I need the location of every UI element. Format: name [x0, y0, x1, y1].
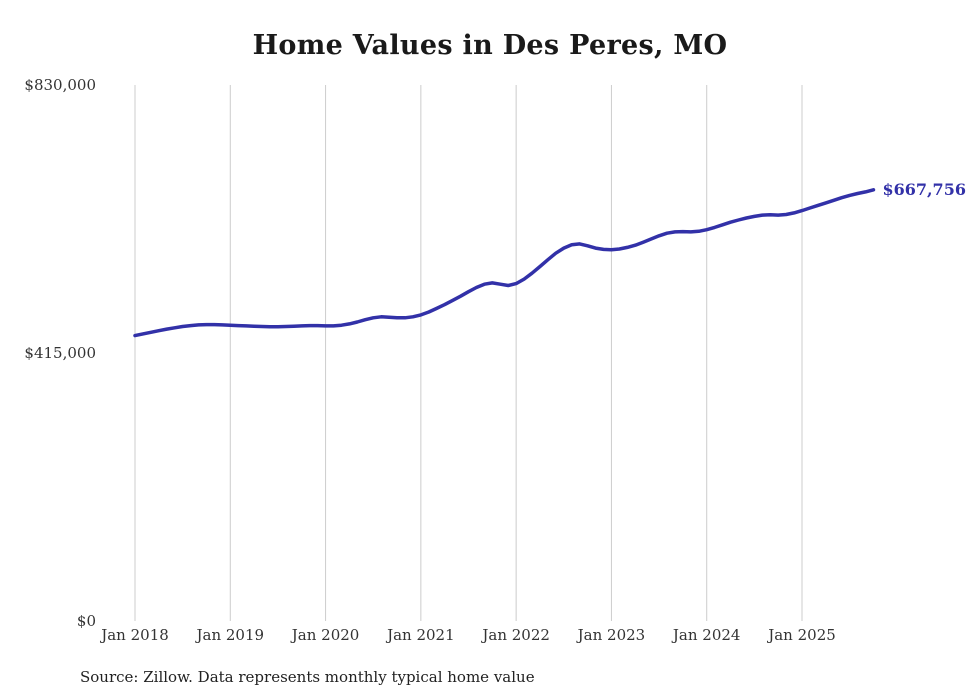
x-tick-label: Jan 2023: [577, 626, 646, 644]
x-tick-label: Jan 2022: [482, 626, 550, 644]
y-tick-label: $415,000: [24, 344, 96, 362]
chart-title: Home Values in Des Peres, MO: [252, 30, 728, 61]
x-tick-label: Jan 2019: [196, 626, 265, 644]
y-tick-label: $0: [76, 612, 96, 630]
x-tick-label: Jan 2025: [768, 626, 836, 644]
x-tick-label: Jan 2018: [101, 626, 169, 644]
x-tick-label: Jan 2020: [291, 626, 360, 644]
series-end-value-label: $667,756: [882, 179, 966, 199]
home-value-line: [133, 188, 876, 338]
x-tick-label: Jan 2021: [387, 626, 455, 644]
source-note: Source: Zillow. Data represents monthly …: [80, 668, 535, 686]
x-tick-label: Jan 2024: [672, 626, 741, 644]
y-tick-label: $830,000: [24, 76, 96, 94]
